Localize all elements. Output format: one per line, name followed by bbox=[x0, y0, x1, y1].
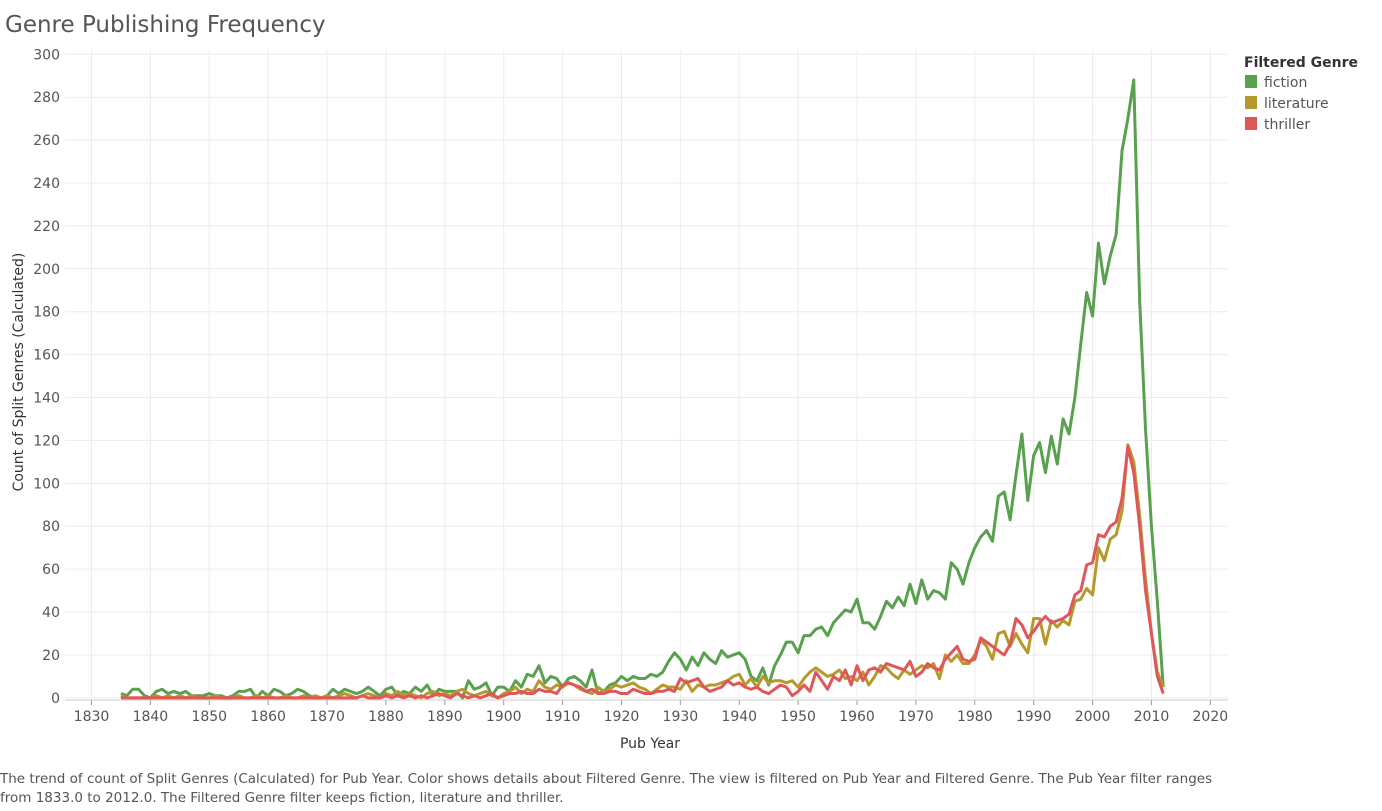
x-tick-label: 1870 bbox=[309, 709, 345, 725]
y-tick-label: 120 bbox=[33, 433, 60, 449]
legend-title: Filtered Genre bbox=[1244, 55, 1358, 71]
x-tick-label: 1970 bbox=[898, 709, 934, 725]
y-tick-label: 220 bbox=[33, 219, 60, 235]
legend-swatch bbox=[1245, 75, 1257, 88]
x-tick-label: 1850 bbox=[191, 709, 227, 725]
x-tick-label: 2000 bbox=[1075, 709, 1111, 725]
x-tick-label: 1930 bbox=[663, 709, 699, 725]
x-tick-label: 1920 bbox=[604, 709, 640, 725]
y-tick-label: 280 bbox=[33, 90, 60, 106]
legend-swatch bbox=[1245, 117, 1257, 130]
y-tick-label: 240 bbox=[33, 176, 60, 192]
line-series bbox=[120, 78, 1165, 700]
y-tick-label: 200 bbox=[33, 262, 60, 278]
caption: The trend of count of Split Genres (Calc… bbox=[0, 771, 1213, 806]
y-tick-label: 60 bbox=[42, 562, 60, 578]
x-tick-label: 1910 bbox=[545, 709, 581, 725]
x-tick-label: 1990 bbox=[1016, 709, 1052, 725]
y-tick-label: 260 bbox=[33, 133, 60, 149]
y-tick-label: 0 bbox=[51, 691, 60, 707]
legend-swatch bbox=[1245, 96, 1257, 109]
legend-label: literature bbox=[1264, 96, 1329, 112]
line-series bbox=[120, 443, 1165, 700]
x-tick-label: 1830 bbox=[74, 709, 110, 725]
x-tick-label: 1950 bbox=[780, 709, 816, 725]
x-tick-label: 1840 bbox=[133, 709, 169, 725]
y-tick-label: 300 bbox=[33, 47, 60, 63]
x-tick-label: 1900 bbox=[486, 709, 522, 725]
x-tick-label: 1860 bbox=[250, 709, 286, 725]
x-tick-label: 2010 bbox=[1134, 709, 1170, 725]
y-tick-label: 100 bbox=[33, 476, 60, 492]
y-tick-label: 80 bbox=[42, 519, 60, 535]
legend-label: fiction bbox=[1264, 75, 1307, 91]
line-series bbox=[120, 445, 1165, 700]
y-tick-label: 40 bbox=[42, 605, 60, 621]
x-tick-label: 1890 bbox=[427, 709, 463, 725]
y-tick-label: 140 bbox=[33, 391, 60, 407]
x-tick-label: 1880 bbox=[368, 709, 404, 725]
x-tick-label: 1940 bbox=[721, 709, 757, 725]
x-tick-label: 1960 bbox=[839, 709, 875, 725]
y-tick-label: 160 bbox=[33, 348, 60, 364]
chart-title: Genre Publishing Frequency bbox=[5, 12, 326, 38]
y-tick-label: 180 bbox=[33, 305, 60, 321]
y-axis-label: Count of Split Genres (Calculated) bbox=[11, 253, 27, 492]
x-tick-label: 1980 bbox=[957, 709, 993, 725]
chart: Genre Publishing Frequency Pub Year Coun… bbox=[5, 12, 1358, 752]
y-tick-label: 20 bbox=[42, 648, 60, 664]
x-axis-label: Pub Year bbox=[620, 736, 680, 752]
legend-label: thriller bbox=[1264, 117, 1310, 133]
x-tick-label: 2020 bbox=[1193, 709, 1229, 725]
